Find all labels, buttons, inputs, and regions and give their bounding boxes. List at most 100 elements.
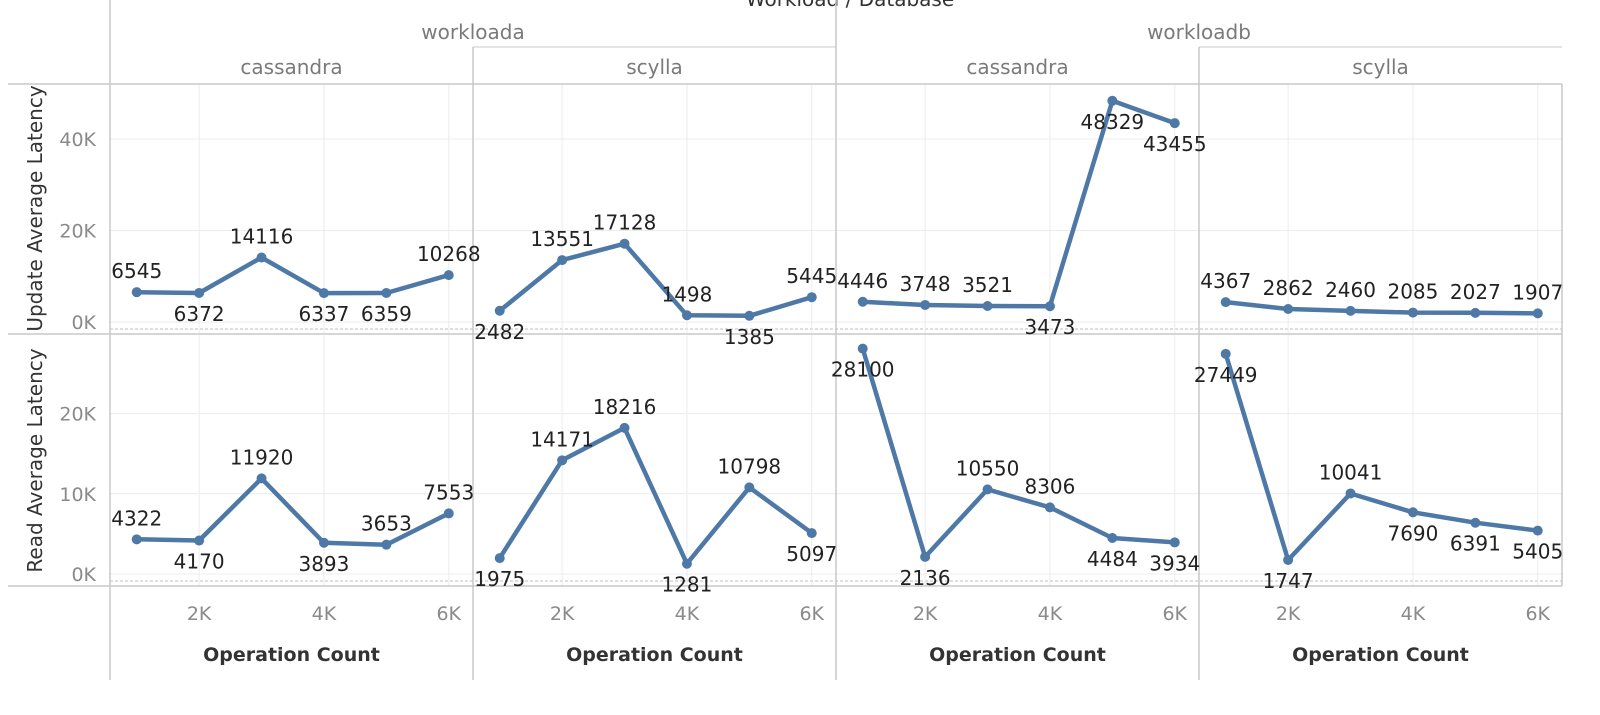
data-label: 13551: [530, 227, 594, 251]
series-line: [134, 476, 452, 547]
x-tick-label: 2K: [550, 603, 575, 625]
x-axis-label: Operation Count: [203, 644, 380, 666]
data-label: 4484: [1087, 547, 1138, 571]
data-point: [1345, 488, 1356, 499]
data-label: 18216: [593, 395, 657, 419]
data-point: [131, 287, 142, 298]
data-point: [920, 299, 931, 310]
data-point: [619, 238, 630, 249]
data-label: 10550: [956, 456, 1020, 480]
data-point: [1283, 304, 1294, 315]
y-tick-label: 0K: [71, 312, 96, 334]
data-point: [557, 455, 568, 466]
x-tick-label: 4K: [1401, 603, 1426, 625]
data-point: [131, 534, 142, 545]
series-line: [860, 346, 1178, 560]
data-label: 48329: [1081, 110, 1145, 134]
data-label: 4170: [174, 550, 225, 574]
data-label: 10041: [1319, 460, 1383, 484]
data-point: [256, 473, 267, 484]
data-label: 3653: [361, 512, 412, 536]
data-point: [256, 252, 267, 263]
data-label: 5097: [786, 542, 837, 566]
data-label: 5445: [786, 264, 837, 288]
data-label: 2027: [1450, 280, 1501, 304]
data-label: 7690: [1387, 521, 1438, 545]
data-label: 3473: [1024, 315, 1075, 339]
data-label: 14171: [530, 427, 594, 451]
y-axis-label: Update Average Latency: [23, 85, 47, 331]
data-point: [557, 255, 568, 266]
data-label: 2136: [900, 566, 951, 590]
x-tick-label: 4K: [312, 603, 337, 625]
data-label: 1975: [474, 567, 525, 591]
data-point: [1220, 348, 1231, 359]
data-point: [194, 535, 205, 546]
x-tick-label: 4K: [675, 603, 700, 625]
data-point: [619, 422, 630, 433]
data-point: [681, 310, 692, 321]
database-header: cassandra: [966, 55, 1068, 79]
data-point: [1220, 297, 1231, 308]
chart-title: Workload / Database: [746, 0, 954, 11]
data-point: [1407, 507, 1418, 518]
data-point: [1470, 517, 1481, 528]
y-tick-label: 20K: [59, 404, 96, 426]
data-label: 6359: [361, 302, 412, 326]
data-point: [1044, 301, 1055, 312]
data-point: [1532, 525, 1543, 536]
series-line: [1223, 351, 1541, 563]
data-label: 5405: [1512, 540, 1563, 564]
workload-header: workloadb: [1147, 20, 1251, 44]
data-point: [681, 558, 692, 569]
data-label: 6391: [1450, 532, 1501, 556]
data-point: [1283, 554, 1294, 565]
data-label: 2460: [1325, 278, 1376, 302]
data-point: [494, 305, 505, 316]
data-label: 2482: [474, 320, 525, 344]
data-label: 1747: [1263, 569, 1314, 593]
data-point: [806, 292, 817, 303]
data-label: 4367: [1200, 269, 1251, 293]
data-label: 3934: [1149, 551, 1200, 575]
database-header: cassandra: [240, 55, 342, 79]
data-label: 8306: [1024, 474, 1075, 498]
database-header: scylla: [626, 55, 683, 79]
x-tick-label: 4K: [1038, 603, 1063, 625]
data-point: [443, 508, 454, 519]
x-axis-label: Operation Count: [929, 644, 1106, 666]
data-label: 1281: [661, 573, 712, 597]
x-tick-label: 2K: [187, 603, 212, 625]
data-point: [318, 537, 329, 548]
y-tick-label: 10K: [59, 484, 96, 506]
data-point: [982, 301, 993, 312]
series-line: [497, 241, 815, 319]
data-label: 4322: [111, 506, 162, 530]
data-point: [1345, 305, 1356, 316]
data-point: [1169, 537, 1180, 548]
data-point: [857, 343, 868, 354]
y-axis-label: Read Average Latency: [23, 348, 47, 572]
data-label: 2085: [1387, 280, 1438, 304]
data-point: [381, 288, 392, 299]
series-line: [134, 255, 452, 296]
data-label: 27449: [1194, 363, 1258, 387]
data-label: 6372: [174, 302, 225, 326]
data-label: 6337: [298, 302, 349, 326]
x-tick-label: 2K: [1276, 603, 1301, 625]
data-label: 11920: [230, 445, 294, 469]
y-tick-label: 20K: [59, 221, 96, 243]
data-point: [1169, 118, 1180, 129]
x-tick-label: 6K: [436, 603, 461, 625]
database-header: scylla: [1352, 55, 1409, 79]
data-label: 10268: [417, 242, 481, 266]
data-point: [1407, 307, 1418, 318]
data-point: [806, 528, 817, 539]
x-tick-label: 6K: [1525, 603, 1550, 625]
x-axis-label: Operation Count: [1292, 644, 1469, 666]
x-tick-label: 2K: [913, 603, 938, 625]
data-label: 43455: [1143, 132, 1207, 156]
x-tick-label: 6K: [1162, 603, 1187, 625]
data-point: [857, 296, 868, 307]
